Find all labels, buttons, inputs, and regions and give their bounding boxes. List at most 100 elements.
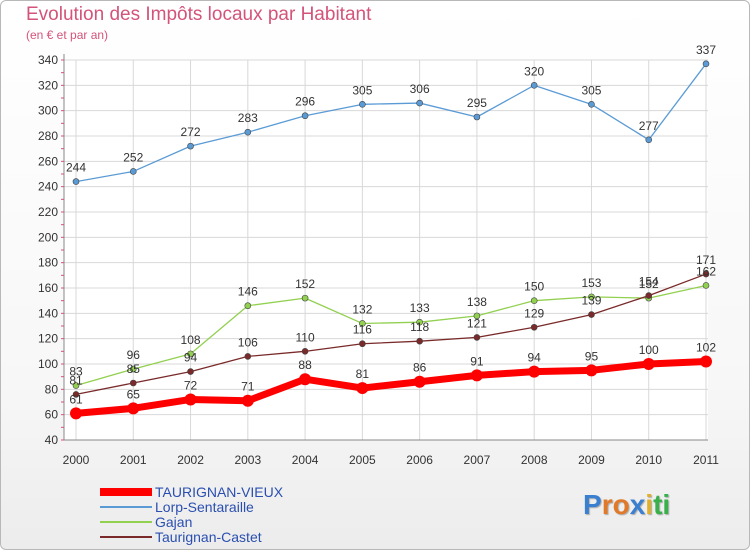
chart-subtitle: (en € et par an): [26, 28, 109, 42]
data-point-lorp-sentaraille: [473, 113, 481, 121]
data-point-gajan: [530, 297, 538, 304]
data-point-taurignan-castet: [416, 337, 423, 345]
x-tick-label: 2009: [578, 453, 605, 467]
data-label-lorp-sentaraille: 277: [639, 119, 659, 133]
data-point-taurignan-castet: [530, 323, 538, 331]
y-tick-label: 300: [38, 104, 58, 118]
data-label-taurignan-vieux: 100: [639, 343, 659, 357]
legend-swatch-lorp-sentaraille: [100, 505, 152, 508]
legend-swatch-gajan: [100, 520, 152, 523]
y-tick-label: 240: [38, 180, 58, 194]
data-point-taurignan-vieux: [241, 394, 254, 407]
y-tick-label: 60: [45, 408, 59, 422]
data-point-lorp-sentaraille: [530, 82, 538, 89]
data-label-taurignan-vieux: 102: [696, 340, 716, 354]
data-label-gajan: 138: [467, 295, 487, 309]
y-tick-label: 80: [45, 382, 59, 396]
data-point-lorp-sentaraille: [645, 136, 653, 144]
data-label-lorp-sentaraille: 295: [467, 96, 487, 110]
data-point-taurignan-vieux: [299, 373, 312, 386]
data-point-taurignan-castet: [129, 379, 137, 387]
data-label-taurignan-castet: 139: [581, 294, 601, 308]
data-label-gajan: 146: [238, 285, 258, 299]
data-label-lorp-sentaraille: 272: [181, 125, 201, 139]
legend-item-gajan: Gajan: [100, 513, 283, 530]
data-point-taurignan-vieux: [700, 355, 712, 368]
x-tick-label: 2003: [234, 453, 261, 467]
data-point-taurignan-castet: [187, 368, 194, 375]
series-line-taurignan-castet: [75, 273, 707, 396]
data-label-lorp-sentaraille: 244: [66, 161, 86, 175]
data-label-taurignan-vieux: 95: [585, 349, 599, 363]
x-tick-label: 2008: [521, 453, 548, 467]
data-label-taurignan-vieux: 88: [298, 358, 312, 372]
data-point-taurignan-castet: [244, 353, 252, 360]
legend-item-taurignan-vieux: TAURIGNAN-VIEUX: [100, 483, 284, 500]
data-point-lorp-sentaraille: [72, 178, 80, 185]
legend-item-taurignan-castet: Taurignan-Castet: [100, 528, 283, 545]
data-point-lorp-sentaraille: [416, 99, 423, 107]
data-label-gajan: 150: [524, 280, 544, 294]
legend-label: Lorp-Sentaraille: [155, 498, 254, 515]
legend-label: TAURIGNAN-VIEUX: [155, 483, 284, 500]
data-point-taurignan-vieux: [642, 358, 655, 370]
y-tick-label: 340: [38, 53, 58, 67]
data-point-gajan: [72, 382, 80, 389]
data-point-lorp-sentaraille: [588, 101, 595, 108]
legend-label: Gajan: [155, 513, 193, 530]
data-label-gajan: 152: [295, 277, 315, 291]
data-label-lorp-sentaraille: 305: [352, 83, 372, 97]
x-tick-label: 2002: [177, 453, 204, 467]
data-point-taurignan-vieux: [127, 402, 140, 415]
data-label-taurignan-castet: 121: [467, 316, 487, 330]
data-point-taurignan-vieux: [585, 364, 598, 377]
data-point-taurignan-vieux: [184, 393, 197, 406]
series-line-lorp-sentaraille: [75, 63, 707, 183]
data-label-lorp-sentaraille: 283: [238, 111, 258, 125]
data-point-taurignan-vieux: [70, 407, 82, 420]
data-label-taurignan-castet: 106: [238, 335, 258, 349]
data-point-taurignan-castet: [588, 311, 595, 318]
data-label-lorp-sentaraille: 305: [581, 83, 601, 97]
logo-letter: i: [662, 489, 671, 520]
data-point-taurignan-vieux: [356, 382, 369, 395]
logo-letter: o: [612, 489, 630, 520]
data-label-taurignan-vieux: 61: [69, 392, 83, 406]
x-tick-label: 2007: [464, 453, 491, 467]
legend-swatch-taurignan-vieux: [100, 487, 152, 496]
series-line-taurignan-vieux: [72, 357, 710, 417]
data-label-lorp-sentaraille: 320: [524, 64, 544, 78]
data-label-taurignan-vieux: 86: [413, 361, 427, 375]
data-point-taurignan-castet: [473, 334, 481, 341]
legend-label: Taurignan-Castet: [155, 528, 262, 545]
data-point-gajan: [301, 294, 309, 302]
logo-letter: i: [645, 489, 654, 520]
data-label-lorp-sentaraille: 306: [410, 82, 430, 96]
data-point-gajan: [702, 282, 710, 289]
data-label-gajan: 96: [127, 348, 141, 362]
legend-item-lorp-sentaraille: Lorp-Sentaraille: [100, 498, 283, 515]
series-line-gajan: [75, 284, 707, 387]
data-label-taurignan-castet: 118: [410, 320, 429, 334]
data-label-taurignan-vieux: 72: [184, 378, 198, 392]
data-label-taurignan-castet: 116: [353, 323, 372, 337]
data-point-lorp-sentaraille: [702, 60, 710, 68]
x-tick-label: 2005: [349, 453, 376, 467]
y-tick-label: 120: [38, 332, 58, 346]
x-tick-label: 2004: [292, 453, 319, 467]
data-label-gajan: 162: [696, 264, 716, 278]
data-label-taurignan-castet: 154: [639, 275, 659, 289]
data-point-taurignan-vieux: [470, 369, 483, 382]
data-label-taurignan-castet: 110: [296, 330, 315, 344]
data-label-lorp-sentaraille: 296: [295, 95, 315, 109]
x-tick-label: 2011: [693, 453, 719, 467]
data-point-gajan: [416, 318, 423, 326]
legend-swatch-taurignan-castet: [100, 535, 152, 538]
legend: TAURIGNAN-VIEUX Lorp-Sentaraille Gajan T…: [100, 483, 284, 545]
data-label-taurignan-vieux: 71: [241, 380, 255, 394]
data-label-taurignan-castet: 171: [696, 253, 716, 267]
data-point-taurignan-castet: [72, 391, 80, 398]
data-label-gajan: 153: [581, 276, 601, 290]
y-tick-label: 320: [38, 78, 58, 92]
